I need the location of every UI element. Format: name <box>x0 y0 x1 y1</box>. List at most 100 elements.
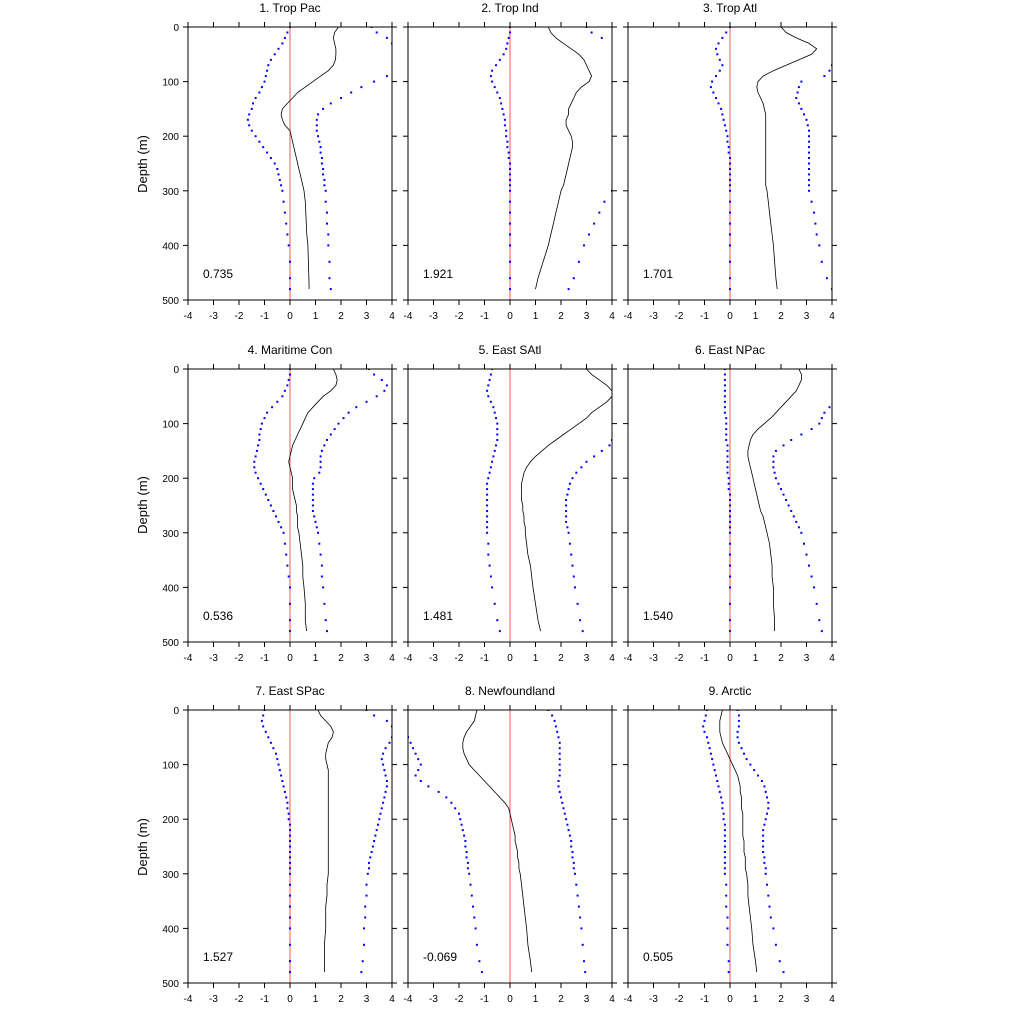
upper-bound-dot <box>629 64 631 66</box>
lower-bound-dot <box>264 493 267 496</box>
lower-bound-dot <box>488 564 491 567</box>
lower-bound-dot <box>266 151 269 154</box>
lower-bound-dot <box>715 774 717 777</box>
upper-bound-dot <box>322 173 325 176</box>
lower-bound-dot <box>718 69 721 72</box>
upper-bound-dot <box>382 801 385 804</box>
lower-bound-dot <box>272 510 275 512</box>
upper-bound-dot <box>571 477 574 480</box>
y-tick-label: 300 <box>162 529 179 540</box>
lower-bound-dot <box>503 118 506 121</box>
lower-bound-dot <box>496 619 499 622</box>
y-tick-label: 0 <box>173 365 179 376</box>
upper-bound-dot <box>764 867 767 870</box>
panel-annotation: 1.527 <box>203 950 233 964</box>
upper-bound-dot <box>841 395 843 397</box>
upper-bound-dot <box>363 927 365 930</box>
lower-bound-dot <box>277 520 280 523</box>
panel-1: 1. Trop Pac -4 -3 -2 -1 0 1 2 3 4 0 100 200 300 400 500… <box>162 1 398 322</box>
upper-bound-dot <box>631 59 633 61</box>
upper-bound-dot <box>554 725 557 728</box>
x-tick-label: 0 <box>287 653 293 664</box>
x-tick-label: -3 <box>209 653 218 664</box>
lower-bound-dot <box>509 288 511 291</box>
upper-bound-dot <box>370 851 373 853</box>
panel-title: 2. Trop Ind <box>481 1 538 15</box>
panel-title: 9. Arctic <box>709 684 752 698</box>
upper-bound-dot <box>762 840 765 842</box>
lower-bound-dot <box>729 526 731 529</box>
upper-bound-dot <box>560 796 562 799</box>
lower-bound-dot <box>289 373 291 376</box>
upper-bound-dot <box>736 730 739 733</box>
lower-bound-dot <box>487 395 490 398</box>
upper-bound-dot <box>814 222 817 225</box>
upper-bound-dot <box>556 730 559 733</box>
upper-bound-dot <box>562 807 565 810</box>
lower-bound-dot <box>509 173 511 176</box>
upper-bound-dot <box>608 444 611 447</box>
lower-bound-dot <box>419 763 422 766</box>
upper-bound-dot <box>319 553 322 556</box>
upper-bound-dot <box>882 374 884 376</box>
x-tick-label: -2 <box>235 994 244 1005</box>
upper-bound-dot <box>629 97 631 99</box>
lower-bound-dot <box>287 812 290 815</box>
upper-bound-dot <box>311 504 314 507</box>
upper-bound-dot <box>383 389 386 392</box>
upper-bound-dot <box>580 466 583 469</box>
upper-bound-dot <box>396 48 398 50</box>
upper-bound-dot <box>385 785 388 788</box>
lower-bound-dot <box>257 477 260 480</box>
x-tick-label: -4 <box>184 994 193 1005</box>
lower-bound-dot <box>404 731 406 733</box>
y-tick-label: 0 <box>173 706 179 717</box>
x-tick-label: 0 <box>727 311 733 322</box>
x-tick-label: -2 <box>675 311 684 322</box>
panel-annotation: -0.069 <box>423 950 457 964</box>
upper-bound-dot <box>558 769 561 772</box>
upper-bound-dot <box>782 444 785 447</box>
upper-bound-dot <box>737 741 740 744</box>
lower-bound-dot <box>495 64 497 67</box>
upper-bound-dot <box>565 499 568 501</box>
lower-bound-dot <box>289 905 291 908</box>
upper-bound-dot <box>631 163 633 165</box>
upper-bound-dot <box>762 851 765 853</box>
lower-bound-dot <box>464 845 467 848</box>
upper-bound-dot <box>600 36 603 39</box>
upper-bound-dot <box>318 542 321 545</box>
lower-bound-dot <box>267 736 270 739</box>
lower-bound-dot <box>262 146 265 149</box>
x-tick-label: 1 <box>533 653 539 664</box>
x-tick-label: 0 <box>727 994 733 1005</box>
lower-bound-dot <box>255 449 258 452</box>
lower-bound-dot <box>281 42 284 45</box>
upper-bound-dot <box>737 714 740 717</box>
panel-title: 6. East NPac <box>695 343 765 357</box>
lower-bound-dot <box>258 439 261 441</box>
upper-bound-dot <box>813 586 816 589</box>
lower-bound-dot <box>509 260 511 263</box>
lower-bound-dot <box>706 736 708 739</box>
upper-bound-dot <box>328 277 331 280</box>
upper-bound-dot <box>629 417 631 419</box>
lower-bound-dot <box>260 719 263 722</box>
x-tick-label: 3 <box>364 994 370 1005</box>
lower-bound-dot <box>469 883 472 886</box>
lower-bound-dot <box>289 619 291 622</box>
lower-bound-dot <box>254 471 257 474</box>
upper-bound-dot <box>342 417 345 420</box>
upper-bound-dot <box>320 162 323 165</box>
lower-bound-dot <box>502 53 505 56</box>
mean-profile-line <box>280 27 339 290</box>
lower-bound-dot <box>729 493 731 496</box>
lower-bound-dot <box>726 927 729 930</box>
upper-bound-dot <box>565 504 568 507</box>
x-tick-label: 2 <box>338 653 344 664</box>
upper-bound-dot <box>576 602 579 605</box>
upper-bound-dot <box>566 823 569 826</box>
upper-bound-dot <box>803 542 805 545</box>
x-tick-label: 1 <box>533 994 539 1005</box>
lower-bound-dot <box>726 135 729 138</box>
